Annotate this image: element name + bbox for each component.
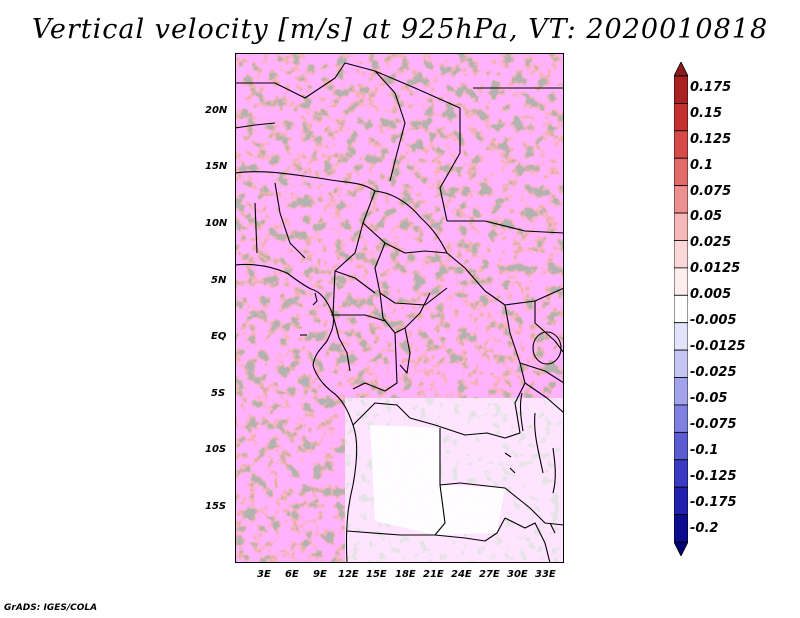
footer-credit: GrADS: IGES/COLA bbox=[4, 603, 98, 613]
colorbar bbox=[674, 62, 688, 556]
colorbar-segment bbox=[674, 75, 688, 104]
colorbar-label: -0.025 bbox=[690, 365, 737, 380]
colorbar-segment bbox=[674, 459, 688, 488]
colorbar-label: 0.1 bbox=[690, 158, 714, 173]
colorbar-label: -0.175 bbox=[690, 495, 737, 510]
colorbar-segment bbox=[674, 514, 688, 543]
colorbar-segment bbox=[674, 212, 688, 241]
chart-title: Vertical velocity [m/s] at 925hPa, VT: 2… bbox=[31, 14, 769, 45]
colorbar-segment bbox=[674, 157, 688, 187]
lon-label: 24E bbox=[451, 569, 472, 580]
lon-label: 15E bbox=[366, 569, 387, 580]
colorbar-label: 0.175 bbox=[690, 80, 732, 95]
lat-label: 5S bbox=[211, 388, 226, 399]
colorbar-segment bbox=[674, 267, 688, 296]
colorbar-segment bbox=[674, 294, 688, 324]
lon-label: 18E bbox=[395, 569, 416, 580]
map-boundaries bbox=[235, 62, 564, 563]
colorbar-segment bbox=[674, 103, 688, 132]
colorbar-label: -0.1 bbox=[690, 443, 719, 458]
colorbar-label: -0.005 bbox=[690, 313, 737, 328]
lat-label: 10S bbox=[205, 444, 227, 455]
map-panel bbox=[235, 53, 564, 563]
map-frame bbox=[235, 53, 564, 563]
colorbar-label: -0.125 bbox=[690, 469, 737, 484]
colorbar-segment bbox=[674, 349, 688, 378]
lon-label: 3E bbox=[257, 569, 271, 580]
colorbar-label: 0.05 bbox=[690, 209, 723, 224]
lat-label: 10N bbox=[205, 218, 228, 229]
colorbar-label: 0.15 bbox=[690, 106, 723, 121]
lat-label: EQ bbox=[211, 331, 227, 342]
lon-label: 27E bbox=[479, 569, 500, 580]
colorbar-label: -0.05 bbox=[690, 391, 728, 406]
lon-label: 9E bbox=[313, 569, 327, 580]
lat-label: 20N bbox=[205, 105, 228, 116]
colorbar-label: 0.125 bbox=[690, 132, 732, 147]
colorbar-segment bbox=[674, 541, 688, 556]
colorbar-segment bbox=[674, 130, 688, 159]
colorbar-label: -0.0125 bbox=[690, 339, 746, 354]
colorbar-segment bbox=[674, 486, 688, 515]
colorbar-segment bbox=[674, 322, 688, 351]
lon-label: 6E bbox=[285, 569, 299, 580]
lon-label: 12E bbox=[338, 569, 359, 580]
colorbar-segment bbox=[674, 377, 688, 406]
lat-label: 5N bbox=[211, 275, 227, 286]
lat-label: 15N bbox=[205, 161, 228, 172]
lon-label: 33E bbox=[535, 569, 556, 580]
lat-label: 15S bbox=[205, 501, 227, 512]
colorbar-label: 0.0125 bbox=[690, 261, 741, 276]
colorbar-segment bbox=[674, 431, 688, 461]
colorbar-label: 0.025 bbox=[690, 235, 732, 250]
colorbar-segment bbox=[674, 240, 688, 269]
colorbar-segment bbox=[674, 62, 688, 77]
lon-label: 30E bbox=[507, 569, 528, 580]
colorbar-label: 0.005 bbox=[690, 287, 732, 302]
colorbar-segment bbox=[674, 404, 688, 433]
lon-label: 21E bbox=[423, 569, 444, 580]
colorbar-label: 0.075 bbox=[690, 184, 732, 199]
colorbar-label: -0.075 bbox=[690, 417, 737, 432]
colorbar-label: -0.2 bbox=[690, 521, 719, 536]
colorbar-segment bbox=[674, 185, 688, 214]
